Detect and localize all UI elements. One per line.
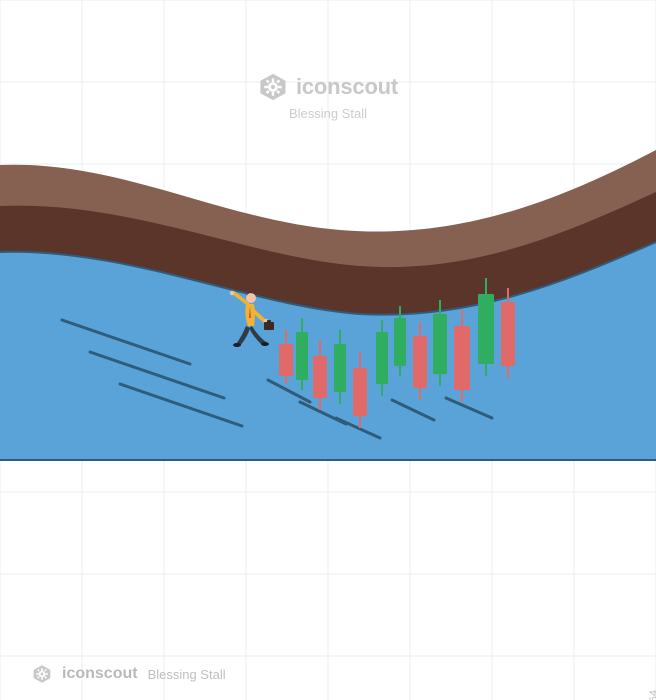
author-name: Blessing Stall — [148, 667, 226, 682]
watermark-bottom: iconscout Blessing Stall — [32, 664, 226, 684]
iconscout-logo-icon — [258, 72, 288, 102]
brand-name: iconscout — [62, 665, 138, 683]
iconscout-logo-icon — [32, 664, 52, 684]
asset-id: 10956554 — [648, 690, 656, 700]
brand-name: iconscout — [296, 74, 398, 100]
watermark-center: iconscout Blessing Stall — [258, 72, 398, 121]
canvas: iconscout Blessing Stall iconscout Bless… — [0, 0, 656, 700]
author-name: Blessing Stall — [289, 106, 367, 121]
